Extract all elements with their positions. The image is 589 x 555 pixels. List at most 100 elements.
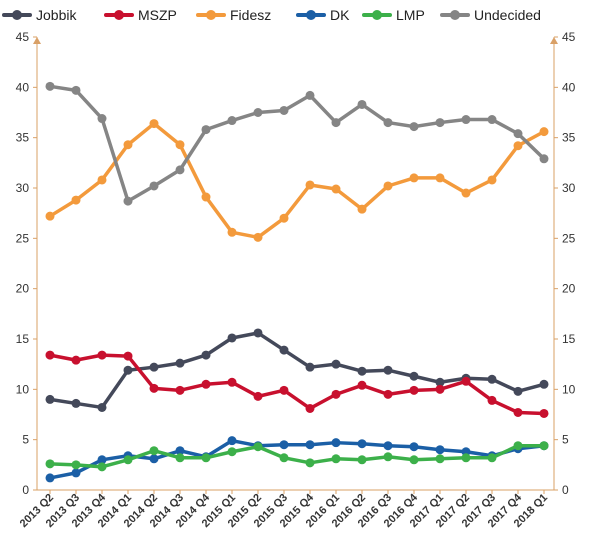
legend-item-lmp: LMP bbox=[362, 4, 425, 26]
data-point-lmp bbox=[513, 441, 523, 451]
data-point-fidesz bbox=[175, 140, 185, 150]
y-tick-label-left: 5 bbox=[22, 433, 29, 447]
data-point-fidesz bbox=[539, 127, 549, 137]
y-tick-label-right: 25 bbox=[562, 231, 576, 245]
data-point-jobbik bbox=[513, 386, 523, 396]
data-point-jobbik bbox=[45, 394, 55, 404]
data-point-dk bbox=[97, 455, 107, 465]
data-point-mszp bbox=[279, 385, 289, 395]
data-point-dk bbox=[383, 441, 393, 451]
data-point-lmp bbox=[175, 453, 185, 463]
data-point-undecided bbox=[175, 165, 185, 175]
data-point-mszp bbox=[409, 385, 419, 395]
data-point-mszp bbox=[461, 376, 471, 386]
data-point-jobbik bbox=[331, 359, 341, 369]
data-point-mszp bbox=[539, 408, 549, 418]
y-tick-label-left: 25 bbox=[16, 231, 30, 245]
data-point-lmp bbox=[357, 455, 367, 465]
data-point-undecided bbox=[279, 105, 289, 115]
y-tick-label-left: 30 bbox=[16, 181, 30, 195]
data-point-lmp bbox=[201, 453, 211, 463]
legend-label-lmp: LMP bbox=[396, 7, 425, 23]
data-point-fidesz bbox=[513, 141, 523, 151]
data-point-mszp bbox=[383, 389, 393, 399]
legend-label-fidesz: Fidesz bbox=[230, 7, 272, 23]
legend-label-jobbik: Jobbik bbox=[36, 7, 77, 23]
data-point-jobbik bbox=[71, 398, 81, 408]
data-point-mszp bbox=[331, 389, 341, 399]
y-tick-label-left: 35 bbox=[16, 131, 30, 145]
y-tick-label-right: 15 bbox=[562, 332, 576, 346]
data-point-undecided bbox=[513, 129, 523, 139]
data-point-fidesz bbox=[383, 181, 393, 191]
series-line-mszp bbox=[48, 353, 546, 416]
data-point-jobbik bbox=[487, 374, 497, 384]
data-point-fidesz bbox=[123, 140, 133, 150]
legend-label-undecided: Undecided bbox=[474, 7, 541, 23]
data-point-dk bbox=[45, 473, 55, 483]
data-point-mszp bbox=[97, 350, 107, 360]
series-line-fidesz bbox=[48, 121, 546, 240]
data-point-undecided bbox=[461, 115, 471, 125]
data-point-mszp bbox=[123, 351, 133, 361]
data-point-fidesz bbox=[331, 184, 341, 194]
data-point-jobbik bbox=[253, 328, 263, 338]
data-point-undecided bbox=[97, 114, 107, 124]
legend-label-mszp: MSZP bbox=[138, 7, 177, 23]
data-point-undecided bbox=[227, 116, 237, 126]
data-point-undecided bbox=[331, 118, 341, 128]
data-point-undecided bbox=[253, 108, 263, 117]
data-point-fidesz bbox=[487, 175, 497, 185]
data-point-lmp bbox=[45, 459, 55, 469]
data-point-mszp bbox=[149, 383, 159, 393]
data-point-mszp bbox=[513, 407, 523, 417]
data-point-mszp bbox=[227, 377, 237, 387]
data-point-jobbik bbox=[149, 362, 159, 372]
data-point-fidesz bbox=[461, 188, 471, 198]
data-point-dk bbox=[149, 454, 159, 464]
data-point-lmp bbox=[539, 441, 549, 451]
data-point-undecided bbox=[149, 181, 159, 191]
data-point-mszp bbox=[175, 385, 185, 395]
data-point-jobbik bbox=[539, 379, 549, 389]
data-point-fidesz bbox=[279, 213, 289, 223]
y-tick-label-right: 10 bbox=[562, 382, 576, 396]
legend-item-fidesz: Fidesz bbox=[196, 4, 271, 26]
data-point-mszp bbox=[71, 355, 81, 365]
y-axis-right-arrow bbox=[550, 37, 558, 44]
data-point-mszp bbox=[201, 379, 211, 389]
y-tick-label-right: 30 bbox=[562, 181, 576, 195]
y-tick-label-right: 35 bbox=[562, 131, 576, 145]
data-point-lmp bbox=[461, 453, 471, 463]
data-point-jobbik bbox=[227, 333, 237, 343]
data-point-undecided bbox=[201, 125, 211, 135]
data-point-mszp bbox=[357, 380, 367, 390]
data-point-jobbik bbox=[357, 366, 367, 376]
data-point-undecided bbox=[487, 115, 497, 125]
y-tick-label-right: 20 bbox=[562, 282, 576, 296]
legend-swatch-lmp bbox=[362, 4, 392, 26]
legend-label-dk: DK bbox=[330, 7, 350, 23]
legend-item-undecided: Undecided bbox=[440, 4, 541, 26]
y-tick-label-right: 45 bbox=[562, 30, 576, 44]
data-point-undecided bbox=[123, 196, 133, 206]
y-tick-label-right: 40 bbox=[562, 80, 576, 94]
y-tick-label-left: 10 bbox=[16, 382, 30, 396]
data-point-fidesz bbox=[253, 232, 263, 242]
data-point-fidesz bbox=[357, 204, 367, 214]
legend-item-mszp: MSZP bbox=[104, 4, 177, 26]
data-point-jobbik bbox=[123, 365, 133, 375]
data-point-mszp bbox=[305, 403, 315, 413]
data-point-lmp bbox=[71, 460, 81, 470]
data-point-lmp bbox=[409, 455, 419, 465]
data-point-fidesz bbox=[305, 180, 315, 190]
data-point-jobbik bbox=[305, 362, 315, 372]
chart-legend: Jobbik MSZP Fidesz DK LMP Undecided bbox=[0, 4, 589, 28]
data-point-undecided bbox=[45, 81, 55, 91]
data-point-fidesz bbox=[45, 211, 55, 221]
data-point-jobbik bbox=[383, 365, 393, 375]
data-point-undecided bbox=[539, 154, 549, 164]
data-point-dk bbox=[175, 446, 185, 456]
data-point-jobbik bbox=[97, 402, 107, 412]
